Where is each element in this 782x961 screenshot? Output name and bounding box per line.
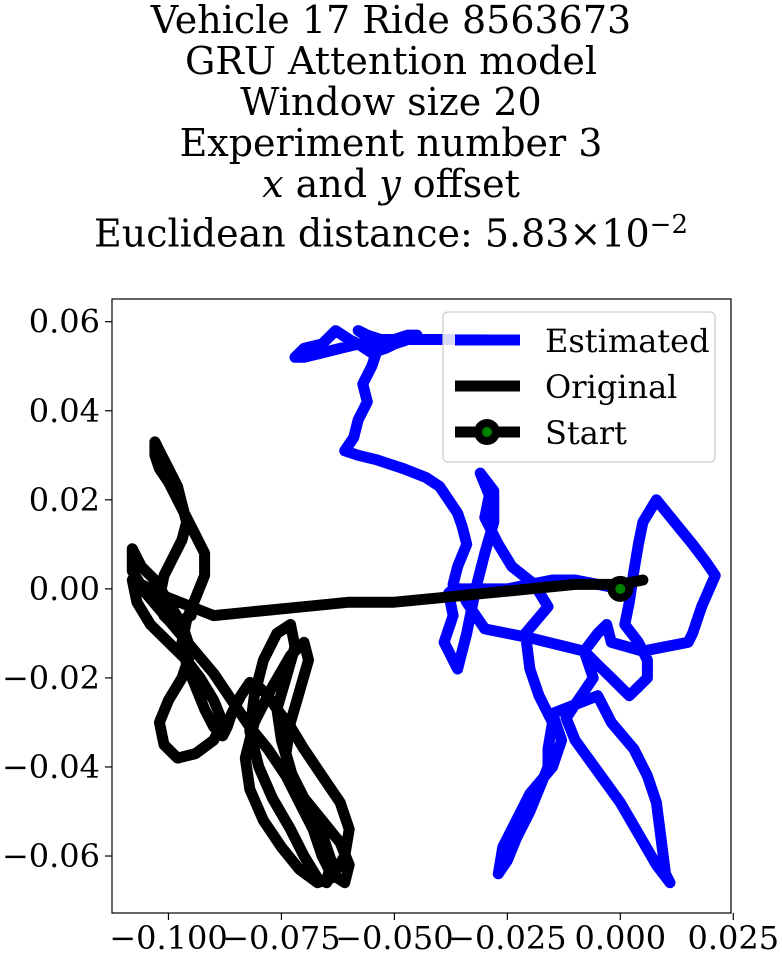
series-layer <box>126 325 721 889</box>
title-line-distance: Euclidean distance: 5.83×10−2 <box>94 210 688 256</box>
title-line-experiment: Experiment number 3 <box>179 121 603 165</box>
y-tick-label: 0.06 <box>29 303 100 341</box>
title-line-offset: x and y offset <box>262 162 520 206</box>
y-axis: −0.06 −0.04 −0.02 0.00 0.02 0.04 0.06 <box>2 303 112 875</box>
legend: Estimated Original Start <box>442 311 716 463</box>
legend-label-estimated: Estimated <box>545 322 710 360</box>
y-tick-label: 0.00 <box>29 570 100 608</box>
start-marker-inner <box>615 583 626 594</box>
x-tick-label: 0.025 <box>687 919 779 957</box>
x-tick-label: −0.025 <box>448 919 566 957</box>
x-tick-label: −0.075 <box>222 919 340 957</box>
chart-title: Vehicle 17 Ride 8563673 GRU Attention mo… <box>0 0 782 255</box>
x-tick-label: −0.050 <box>335 919 453 957</box>
series-line-original <box>126 436 649 889</box>
x-tick-label: −0.100 <box>109 919 227 957</box>
y-tick-label: 0.04 <box>29 392 100 430</box>
y-tick-label: −0.04 <box>2 748 100 786</box>
series-line-estimated <box>289 325 721 889</box>
plot-frame <box>111 298 732 914</box>
legend-box <box>442 311 716 463</box>
title-line-ride: Vehicle 17 Ride 8563673 <box>150 0 632 42</box>
legend-label-original: Original <box>545 368 677 406</box>
title-line-model: GRU Attention model <box>184 39 598 83</box>
title-line-window: Window size 20 <box>240 80 542 124</box>
legend-label-start: Start <box>545 414 627 452</box>
y-tick-label: −0.06 <box>2 837 100 875</box>
x-tick-label: 0.000 <box>574 919 666 957</box>
y-tick-label: 0.02 <box>29 481 100 519</box>
legend-start-marker-inner <box>482 427 492 437</box>
x-axis: −0.100−0.075−0.050−0.025 0.000 0.025 <box>109 913 779 957</box>
y-tick-label: −0.02 <box>2 659 100 697</box>
